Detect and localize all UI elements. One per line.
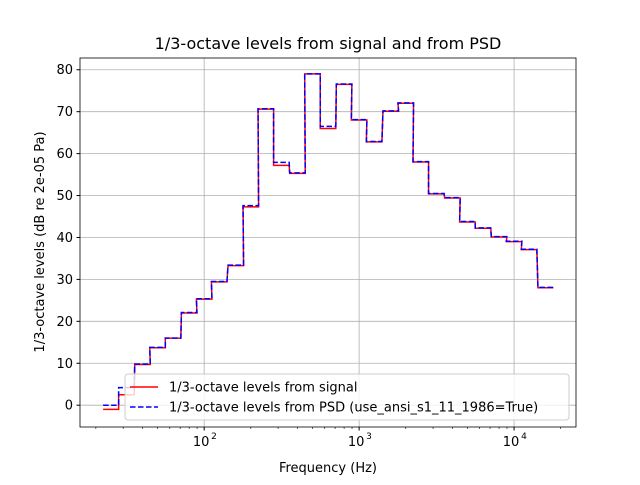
x-axis-label: Frequency (Hz): [279, 461, 377, 476]
series-line: [103, 73, 554, 406]
y-tick-label: 70: [56, 105, 73, 120]
y-tick-label: 30: [56, 273, 73, 288]
x-tick-exponent: 2: [211, 432, 217, 442]
x-tick-label: 10: [348, 435, 365, 450]
x-tick-label: 10: [193, 435, 210, 450]
y-tick-label: 10: [56, 357, 73, 372]
x-tick-exponent: 4: [521, 432, 527, 442]
y-axis-label: 1/3-octave levels (dB re 2e-05 Pa): [33, 131, 48, 352]
chart-title: 1/3-octave levels from signal and from P…: [155, 34, 502, 53]
x-tick-exponent: 3: [366, 432, 372, 442]
legend-label: 1/3-octave levels from PSD (use_ansi_s1_…: [169, 401, 538, 416]
plot-frame: [79, 57, 577, 428]
series-line: [103, 73, 554, 411]
x-tick-label: 10: [503, 435, 520, 450]
y-tick-label: 50: [56, 189, 73, 204]
legend-box: [124, 373, 570, 421]
y-tick-label: 80: [56, 63, 73, 78]
y-tick-label: 60: [56, 147, 73, 162]
y-tick-label: 40: [56, 231, 73, 246]
legend-label: 1/3-octave levels from signal: [169, 381, 358, 396]
y-tick-label: 0: [65, 399, 73, 414]
y-tick-label: 20: [56, 315, 73, 330]
